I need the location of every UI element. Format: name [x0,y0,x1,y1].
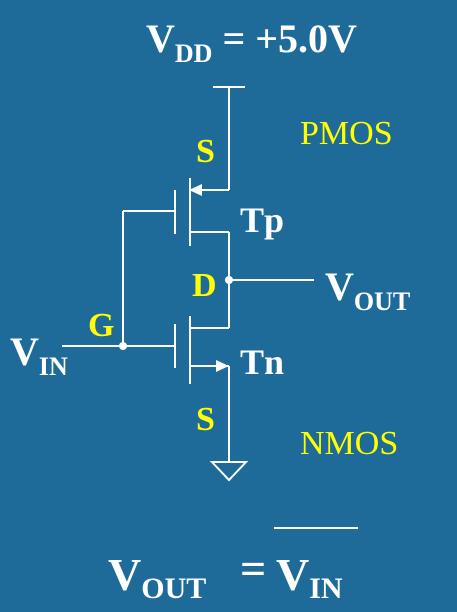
nmos-transistor [174,316,229,384]
gate-label: G [88,307,114,344]
nmos-name-label: Tn [240,342,284,382]
nmos-arrow-icon [216,360,229,372]
vin-label: VIN [10,329,68,381]
gate-node-dot [119,342,127,350]
vdd-subscript: DD [175,39,213,68]
vdd-base: V [146,16,175,61]
pmos-type-label: PMOS [300,115,393,152]
source-top-label: S [196,133,215,170]
equation-rhs: VIN [276,549,343,605]
equation-rhs-subscript: IN [309,572,343,605]
drain-label: D [192,267,217,304]
nmos-type-label: NMOS [300,425,398,462]
ground-icon [209,461,249,482]
vin-subscript: IN [39,352,68,381]
vout-subscript: OUT [354,287,410,316]
vout-label: VOUT [325,264,410,316]
pmos-arrow-icon [189,184,202,196]
drain-node-dot [225,276,233,284]
equation-lhs-base: V [108,549,141,600]
source-bottom-label: S [196,401,215,438]
vdd-value: = +5.0V [212,16,357,61]
equation-lhs-subscript: OUT [141,572,206,605]
equation-lhs: VOUT [108,549,206,605]
vin-base: V [10,329,39,374]
pmos-name-label: Tp [240,200,284,240]
pmos-transistor [174,178,229,246]
vdd-label: VDD = +5.0V [146,16,357,68]
equation-rhs-base: V [276,549,309,600]
inverter-equation: VOUT = VIN [108,527,358,605]
vout-base: V [325,264,354,309]
equation-operator: = [240,543,266,594]
